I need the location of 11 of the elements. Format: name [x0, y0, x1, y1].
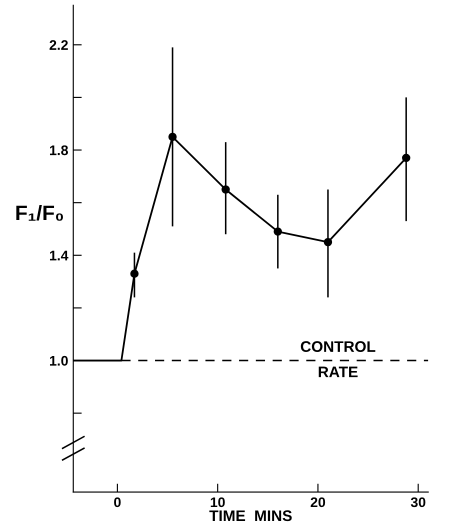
x-tick-label: 30 — [410, 497, 426, 508]
y-tick-label: 2.2 — [50, 40, 68, 50]
y-axis-title: F₁/F₀ — [16, 204, 63, 221]
x-axis-title: TIME MINS — [209, 510, 292, 522]
y-tick-label: 1.0 — [50, 356, 68, 366]
x-tick-label: 0 — [114, 497, 121, 508]
y-tick-label: 1.8 — [50, 145, 68, 156]
y-tick-label: 1.4 — [50, 250, 68, 260]
x-tick-label: 10 — [210, 497, 225, 508]
ref-line-label: CONTROL RATE — [300, 341, 376, 378]
x-tick-label: 20 — [310, 497, 326, 508]
